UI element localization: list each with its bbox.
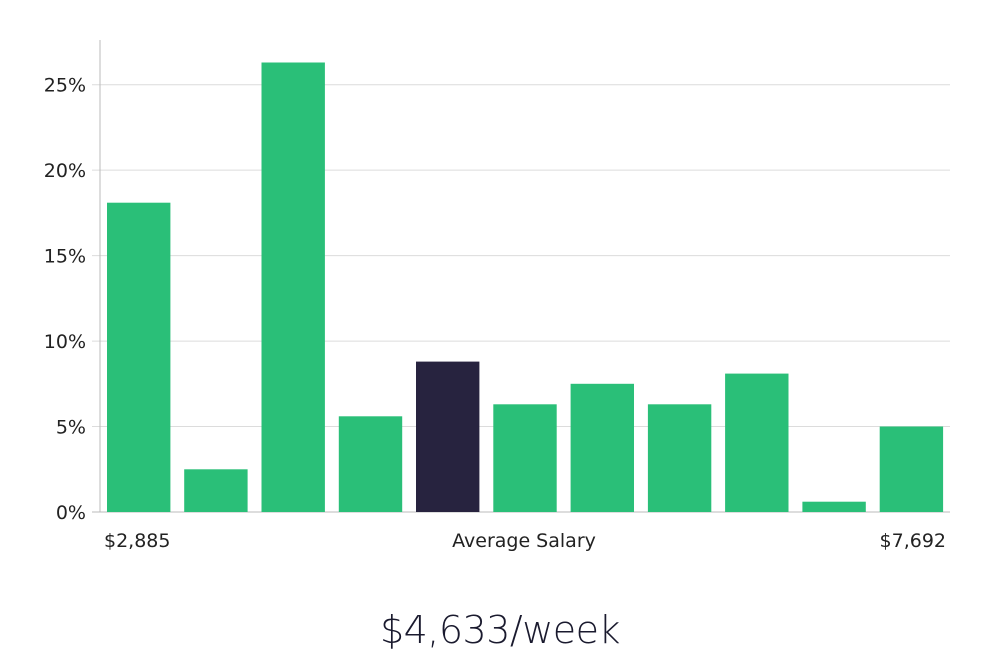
salary-distribution-chart: 0% 5% 10% 15% 20% 25% $2,885 Average Salary $… — [44, 40, 950, 552]
bar — [261, 62, 325, 512]
bar — [570, 383, 634, 512]
bar — [107, 202, 171, 512]
y-tick-label: 15% — [44, 246, 86, 268]
bar-highlight — [416, 361, 480, 512]
bar — [184, 469, 248, 512]
bars — [107, 62, 944, 512]
y-tick-label: 10% — [44, 331, 86, 353]
x-center-label: Average Salary — [452, 530, 596, 552]
average-salary-headline: $4,633/week — [379, 608, 621, 652]
y-tick-label: 25% — [44, 75, 86, 97]
bar — [802, 501, 866, 512]
x-min-label: $2,885 — [104, 530, 170, 552]
bar — [879, 426, 944, 512]
y-tick-label: 0% — [56, 502, 86, 524]
bar — [647, 404, 712, 512]
bar — [493, 404, 557, 512]
x-max-label: $7,692 — [880, 530, 946, 552]
y-tick-label: 20% — [44, 160, 86, 182]
y-tick-label: 5% — [56, 417, 86, 439]
bar — [725, 373, 789, 512]
y-tick-labels: 0% 5% 10% 15% 20% 25% — [44, 75, 86, 524]
bar — [338, 416, 403, 512]
